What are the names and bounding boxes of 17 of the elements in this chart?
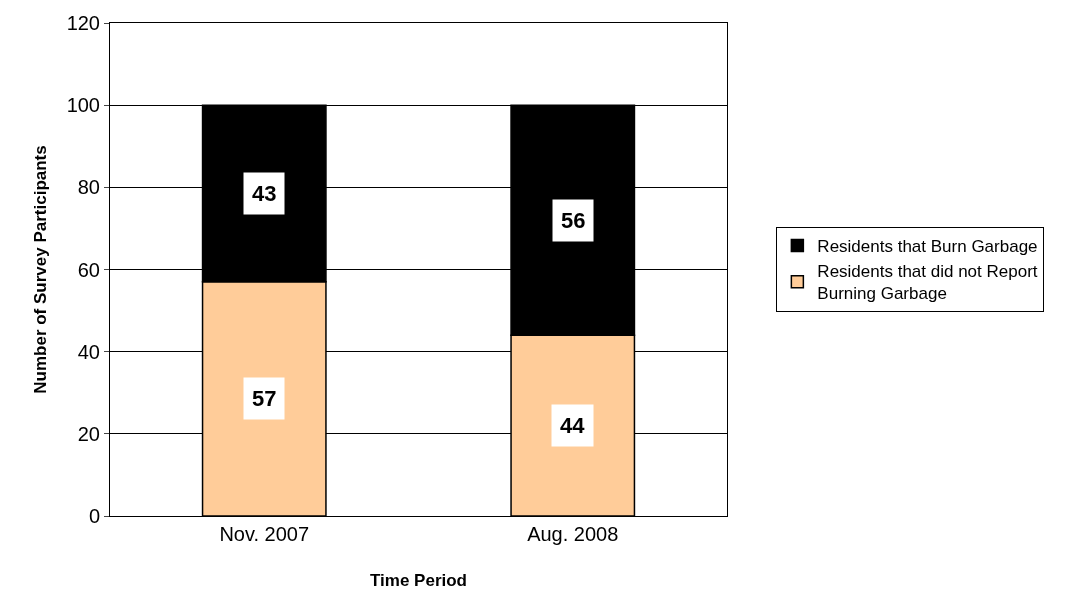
y-tick-label: 60 xyxy=(77,258,100,281)
legend-label: Residents that did not Report Burning Garbage xyxy=(817,262,1038,304)
y-tick-label: 120 xyxy=(66,12,100,34)
y-tick-label: 20 xyxy=(77,422,100,445)
y-tick-label: 100 xyxy=(66,94,100,117)
data-label: 43 xyxy=(252,181,277,206)
y-axis-title: Number of Survey Participants xyxy=(31,145,51,394)
y-tick-label: 0 xyxy=(88,505,100,527)
x-axis-title: Time Period xyxy=(370,571,467,591)
x-tick-label: Nov. 2007 xyxy=(219,523,310,545)
data-label: 57 xyxy=(252,386,277,411)
x-tick-label: Aug. 2008 xyxy=(527,523,619,545)
legend-label: Residents that Burn Garbage xyxy=(817,237,1038,257)
data-label: 56 xyxy=(561,208,586,233)
y-tick-label: 40 xyxy=(77,340,100,363)
data-label: 44 xyxy=(560,413,586,438)
y-tick-label: 80 xyxy=(77,176,100,199)
